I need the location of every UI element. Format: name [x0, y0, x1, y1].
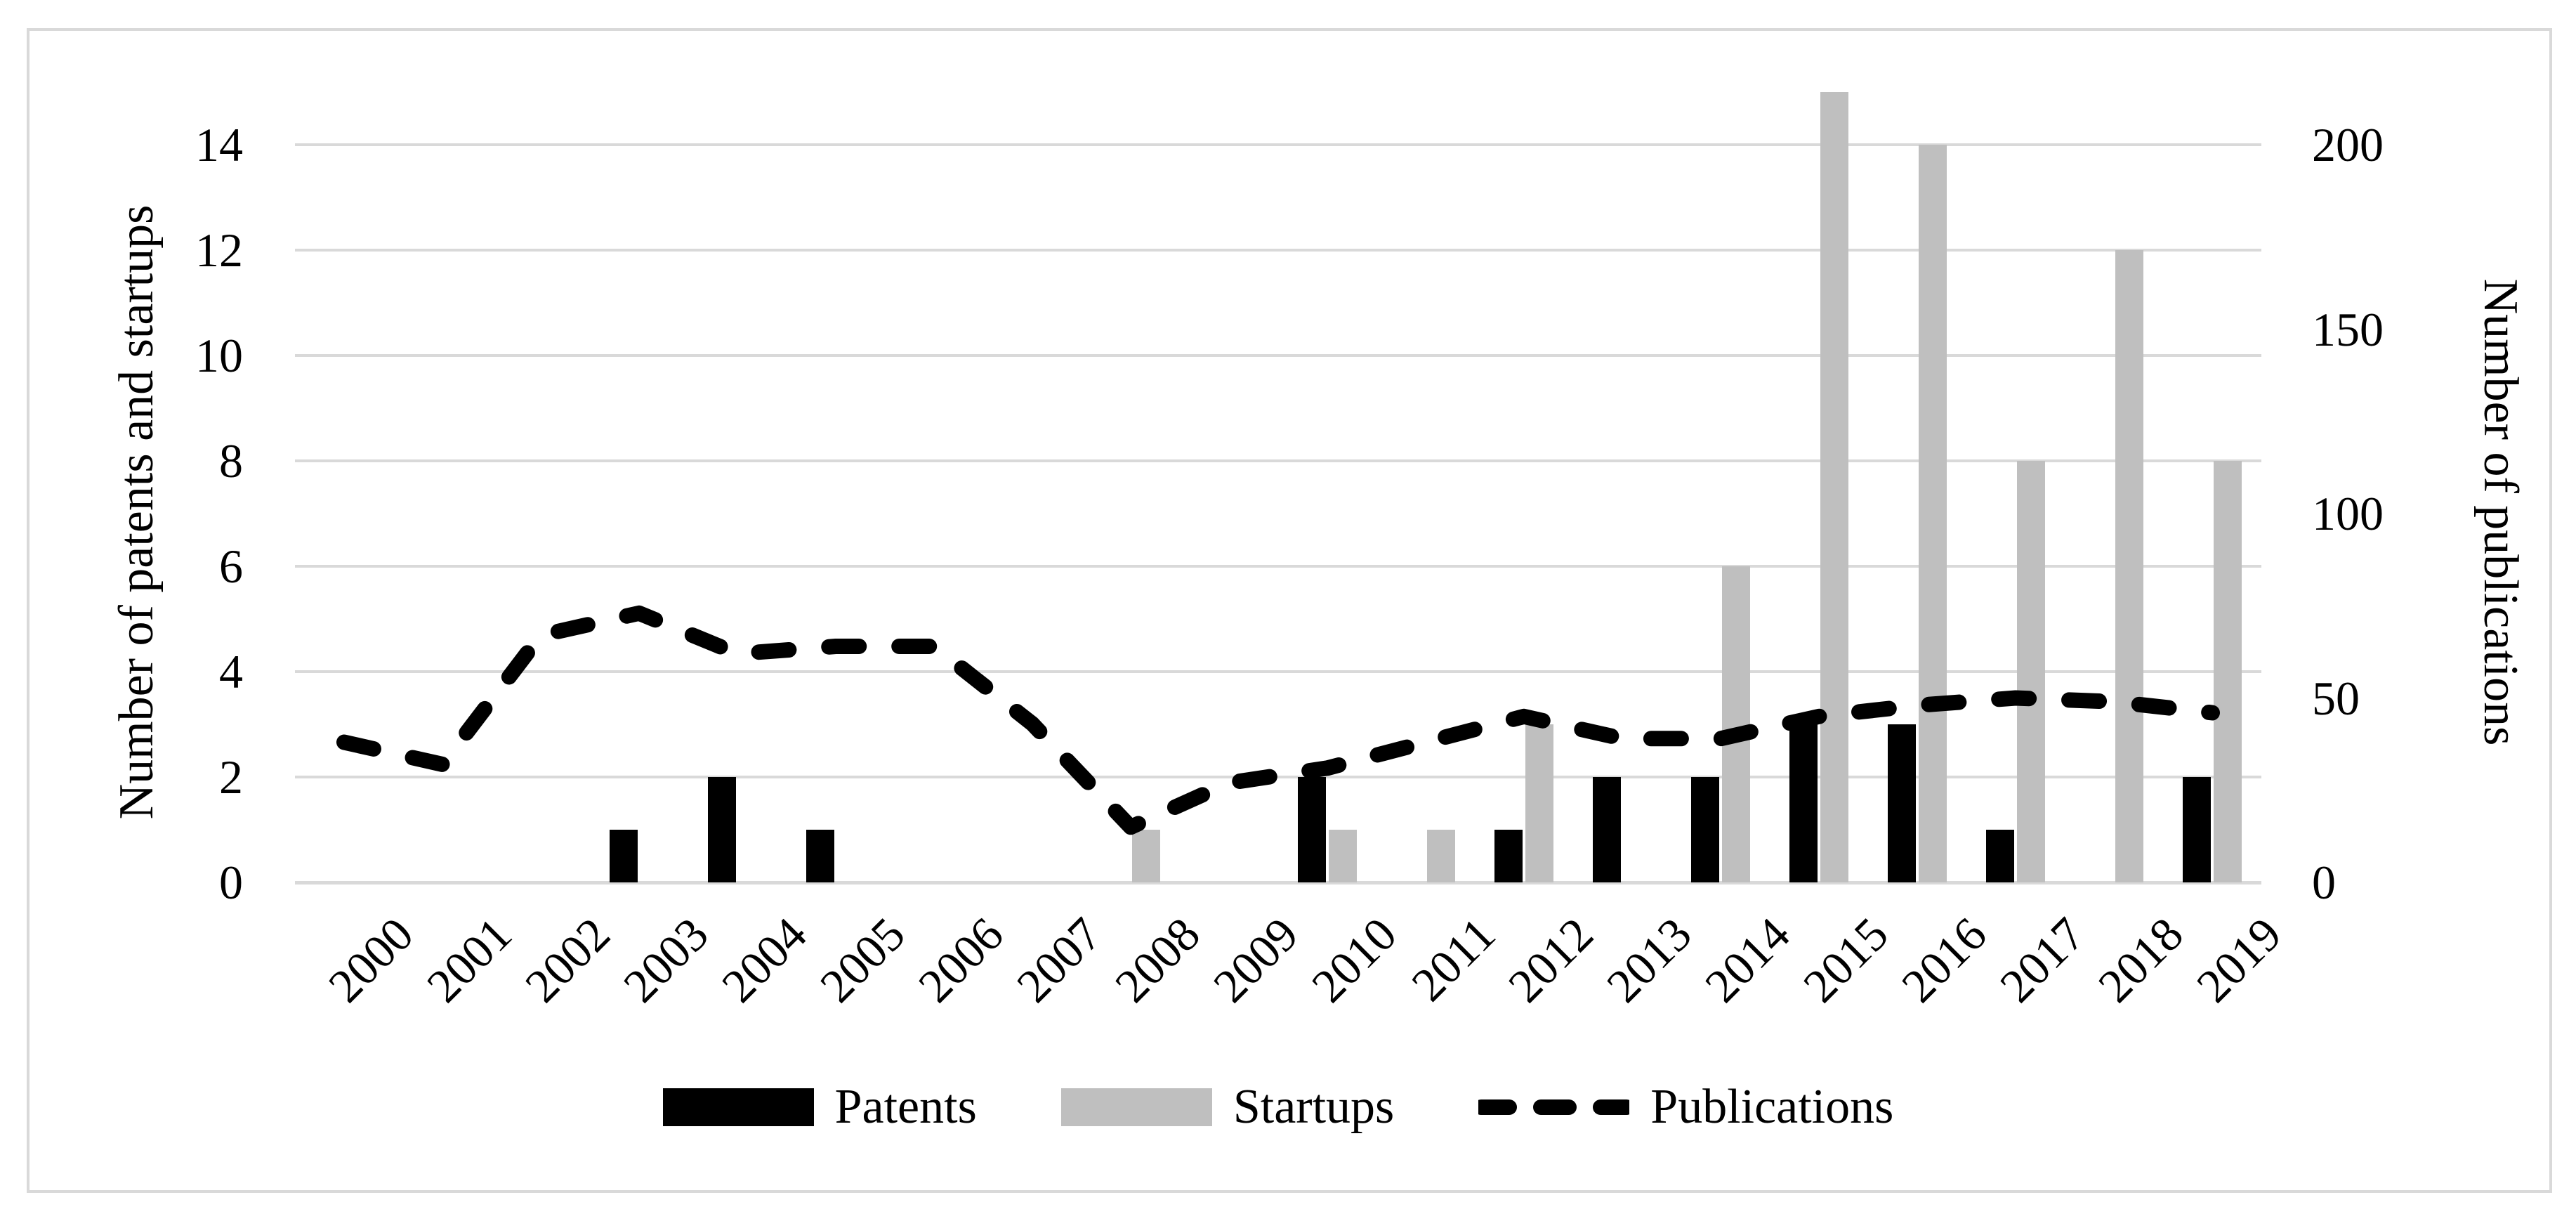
y-left-tick-label: 6 [219, 540, 243, 593]
gridline [295, 565, 2261, 568]
bar-patents [2183, 777, 2211, 882]
legend-item-publications: Publications [1478, 1083, 1893, 1132]
legend: Patents Startups Publications [295, 1065, 2261, 1149]
bar-startups [1820, 92, 1848, 882]
bar-startups [1427, 830, 1455, 882]
bar-patents [1986, 830, 2014, 882]
y-right-tick-label: 150 [2312, 302, 2384, 356]
bar-patents [1593, 777, 1621, 882]
bar-startups [2214, 461, 2242, 882]
gridline [295, 354, 2261, 357]
startups-swatch-icon [1060, 1088, 1212, 1126]
bar-patents [1298, 777, 1326, 882]
legend-label-publications: Publications [1650, 1080, 1894, 1134]
y-left-tick-label: 10 [195, 329, 243, 382]
bar-patents [1494, 830, 1523, 882]
legend-item-startups: Startups [1060, 1080, 1395, 1134]
gridline [295, 459, 2261, 462]
patents-swatch-icon [662, 1088, 814, 1126]
gridline [295, 670, 2261, 673]
legend-item-patents: Patents [662, 1080, 977, 1134]
bar-patents [1789, 724, 1818, 882]
y-left-tick-label: 12 [195, 223, 243, 277]
bar-startups [1132, 830, 1160, 882]
gridline [295, 249, 2261, 252]
bar-patents [806, 830, 834, 882]
y-right-tick-label: 0 [2312, 856, 2336, 909]
bar-startups [1722, 566, 1750, 882]
y-right-tick-label: 200 [2312, 118, 2384, 172]
bar-patents [1888, 724, 1916, 882]
gridline [295, 776, 2261, 778]
publications-dash-swatch-icon [1478, 1099, 1630, 1115]
bar-patents [610, 830, 638, 882]
bar-patents [1691, 777, 1719, 882]
bar-startups [2115, 250, 2143, 882]
bar-patents [708, 777, 736, 882]
y-right-tick-label: 100 [2312, 487, 2384, 540]
legend-label-patents: Patents [834, 1080, 977, 1134]
y-right-tick-label: 50 [2312, 671, 2360, 725]
y-left-tick-label: 14 [195, 118, 243, 171]
bar-startups [1525, 724, 1553, 882]
y-left-tick-label: 4 [219, 645, 243, 698]
publications-dashed-line [336, 605, 2220, 835]
bar-startups [2017, 461, 2045, 882]
bar-startups [1329, 830, 1357, 882]
y-left-tick-label: 2 [219, 750, 243, 804]
gridline [295, 143, 2261, 146]
bar-startups [1919, 145, 1947, 882]
y-left-tick-label: 0 [219, 856, 243, 909]
x-axis-line [295, 881, 2261, 885]
y-left-tick-label: 8 [219, 434, 243, 488]
legend-label-startups: Startups [1233, 1080, 1395, 1134]
